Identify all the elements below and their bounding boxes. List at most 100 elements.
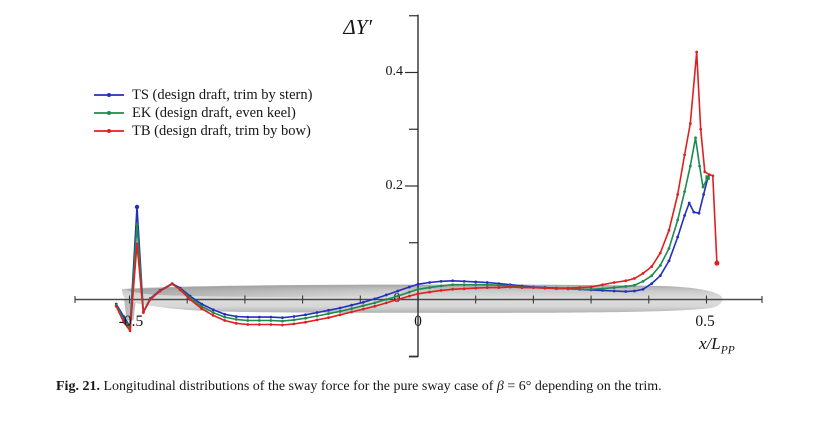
marker-dot [632,283,636,287]
marker-dot [428,290,431,294]
marker-dot [292,318,296,322]
marker-dot [439,284,443,288]
marker-dot [697,211,701,215]
caption-text-1: Longitudinal distributions of the sway f… [103,379,497,394]
marker-dot [658,264,662,267]
legend-label-ts: TS (design draft, trim by stern) [132,86,313,103]
marker-dot [641,279,645,283]
series-line-TS [115,177,709,328]
marker-dot [683,190,686,194]
marker-dot [641,271,645,275]
marker-dot [428,281,431,284]
series-markers-TB [114,50,720,333]
marker-dot [234,315,238,318]
marker-dot [178,288,182,292]
marker-dot [396,294,400,298]
marker-dot [211,311,215,314]
marker-dot [676,193,680,196]
marker-dot [315,318,319,322]
marker-dot [223,319,227,322]
legend: TS (design draft, trim by stern) EK (des… [93,86,312,140]
marker-dot [304,320,307,324]
legend-item-ts: TS (design draft, trim by stern) [93,86,312,104]
marker-dot [416,282,420,286]
marker-dot [361,300,365,304]
marker-dot [624,285,628,288]
marker-dot [676,235,680,239]
x-tick-label-0: 0 [414,313,422,330]
marker-dot [589,287,593,291]
marker-dot [566,286,570,290]
marker-dot [373,297,377,301]
marker-dot [694,136,697,140]
marker-dot [128,329,132,333]
caption-text-2: = 6° depending on the trim. [503,379,662,394]
marker-dot [701,185,705,189]
marker-dot [269,323,273,326]
caption-beta-symbol: β [496,379,504,394]
marker-square [705,175,710,180]
figure-caption: Fig. 21. Longitudinal distributions of t… [56,379,772,395]
marker-dot [373,304,377,308]
marker-dot [327,316,330,320]
legend-line-marker-ts [94,93,124,97]
x-tick-label-neg0-5: -0.5 [118,313,144,330]
marker-dot [451,283,455,287]
marker-dot [188,298,192,301]
marker-dot [396,298,400,301]
marker-dot [407,285,411,289]
marker-dot [292,315,296,318]
marker-dot [407,294,411,298]
marker-dot [650,265,654,268]
marker-dot [416,292,420,296]
marker-dot [601,287,605,291]
y-tick-label-0-4: 0.4 [385,64,404,79]
series-line-EK [115,137,709,329]
marker-dot [702,193,706,196]
marker-dot [407,290,411,294]
marker-dot [439,289,443,292]
hull-rudder [124,299,136,321]
marker-dot [692,210,696,214]
marker-dot [384,301,388,305]
marker-dot [474,280,478,284]
marker-dot [269,315,273,319]
chart-canvas: 0 [74,14,763,358]
marker-dot [688,122,692,125]
marker-dot [428,286,431,289]
marker-dot [223,315,227,319]
marker-dot [257,315,261,319]
marker-dot [485,281,489,284]
marker-dot [683,214,686,217]
marker-dot [223,312,227,316]
marker-dot [520,286,524,289]
marker-dot [612,286,616,289]
marker-dot [462,279,466,283]
marker-dot [234,321,238,325]
marker-dot [211,308,215,312]
legend-item-ek: EK (design draft, even keel) [93,104,312,122]
marker-dot [667,228,671,232]
marker-dot [439,279,443,283]
y-tick-label-0-2: 0.2 [385,178,404,193]
caption-label: Fig. 21. [56,379,100,394]
legend-label-tb: TB (design draft, trim by bow) [132,122,311,139]
marker-dot [361,304,365,308]
marker-dot [338,306,342,310]
marker-dot [257,319,261,322]
marker-dot [135,223,139,226]
legend-line-marker-tb [94,129,124,133]
ship-hull-silhouette [122,284,723,321]
marker-dot [292,322,296,326]
marker-dot [641,287,645,291]
marker-dot [612,281,616,284]
x-tick-label-0-5: 0.5 [695,313,715,330]
marker-dot [384,293,388,297]
marker-dot [350,303,354,307]
marker-dot [658,274,662,278]
marker-dot [687,201,691,205]
marker-dot [658,251,662,255]
marker-dot [485,283,489,287]
marker-dot [281,319,284,323]
marker-dot [281,316,284,320]
